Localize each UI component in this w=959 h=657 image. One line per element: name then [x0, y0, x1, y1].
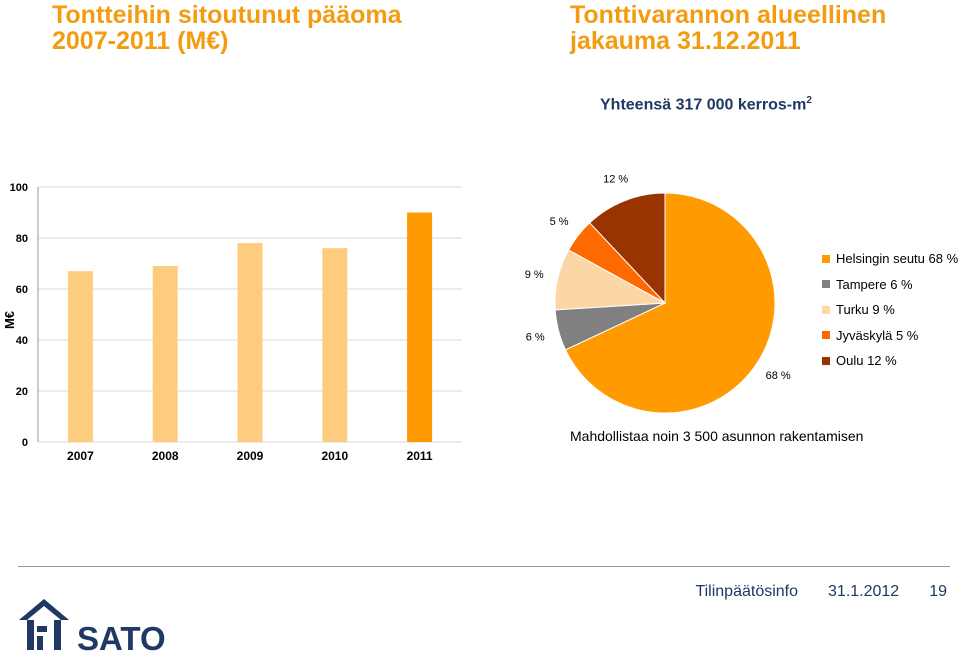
- legend-item: Helsingin seutu 68 %: [822, 246, 958, 272]
- y-tick-label: 80: [16, 233, 28, 245]
- pie-chart: 68 % 6 % 9 % 5 % 12 %: [525, 175, 791, 414]
- footer-date: 31.1.2012: [828, 583, 900, 600]
- legend-label: Helsingin seutu 68 %: [836, 251, 959, 267]
- legend-label: Turku 9 %: [836, 302, 895, 318]
- legend-swatch: [822, 331, 830, 340]
- x-tick-label: 2010: [321, 449, 348, 463]
- legend-swatch: [822, 254, 830, 263]
- x-tick-label: 2009: [237, 449, 264, 463]
- pie-data-label: 5 %: [550, 216, 569, 228]
- bar: [152, 266, 178, 442]
- bar: [237, 243, 263, 442]
- x-tick-label: 2011: [407, 449, 433, 463]
- sato-logo: SATO: [19, 599, 166, 654]
- legend-item: Turku 9 %: [822, 297, 958, 323]
- legend-label: Tampere 6 %: [836, 276, 913, 292]
- footer-label: Tilinpäätösinfo: [695, 583, 799, 600]
- x-tick-label: 2007: [67, 449, 94, 463]
- subtitle-superscript: 2: [806, 95, 812, 106]
- pie-chart-note: Mahdollistaa noin 3 500 asunnon rakentam…: [570, 428, 864, 444]
- legend-item: Jyväskylä 5 %: [822, 323, 958, 349]
- subtitle-text: Yhteensä 317 000 kerros-m: [600, 96, 807, 114]
- pie-data-label: 12 %: [603, 175, 628, 185]
- bar-chart-title: Tontteihin sitoutunut pääoma 2007-2011 (…: [52, 1, 402, 55]
- legend-label: Jyväskylä 5 %: [836, 327, 919, 343]
- legend-swatch: [822, 356, 830, 365]
- legend-item: Tampere 6 %: [822, 272, 958, 298]
- pie-chart-title: Tonttivarannon alueellinen jakauma 31.12…: [570, 1, 887, 55]
- bar: [67, 271, 93, 442]
- legend-item: Oulu 12 %: [822, 348, 958, 374]
- pie-data-label: 68 %: [766, 370, 791, 382]
- legend-swatch: [822, 280, 830, 289]
- y-axis-label: M€: [2, 311, 17, 329]
- bar-chart: 0 20 40 60 80 100 M€ 2007 2008 2009 2010 2011: [2, 182, 462, 463]
- pie-data-label: 6 %: [526, 331, 545, 343]
- bar: [322, 248, 348, 442]
- pie-chart-subtitle: Yhteensä 317 000 kerros-m2: [600, 95, 812, 114]
- pie-data-label: 9 %: [525, 269, 544, 281]
- house-logo-icon: [19, 599, 69, 650]
- footer: Tilinpäätösinfo 31.1.2012 19: [695, 583, 947, 601]
- y-tick-label: 0: [22, 437, 28, 449]
- y-tick-label: 40: [16, 335, 28, 347]
- y-tick-label: 60: [16, 284, 28, 296]
- page-number: 19: [929, 583, 947, 600]
- legend-swatch: [822, 305, 830, 314]
- y-tick-label: 100: [10, 182, 28, 194]
- x-tick-label: 2008: [152, 449, 179, 463]
- legend-label: Oulu 12 %: [836, 353, 897, 369]
- pie-slice: [564, 192, 776, 414]
- logo-wordmark: SATO: [77, 620, 166, 654]
- y-tick-label: 20: [16, 386, 28, 398]
- bar: [407, 212, 433, 442]
- footer-divider: [18, 566, 950, 567]
- pie-slice: [588, 192, 666, 305]
- pie-legend: Helsingin seutu 68 % Tampere 6 % Turku 9 %…: [822, 246, 958, 374]
